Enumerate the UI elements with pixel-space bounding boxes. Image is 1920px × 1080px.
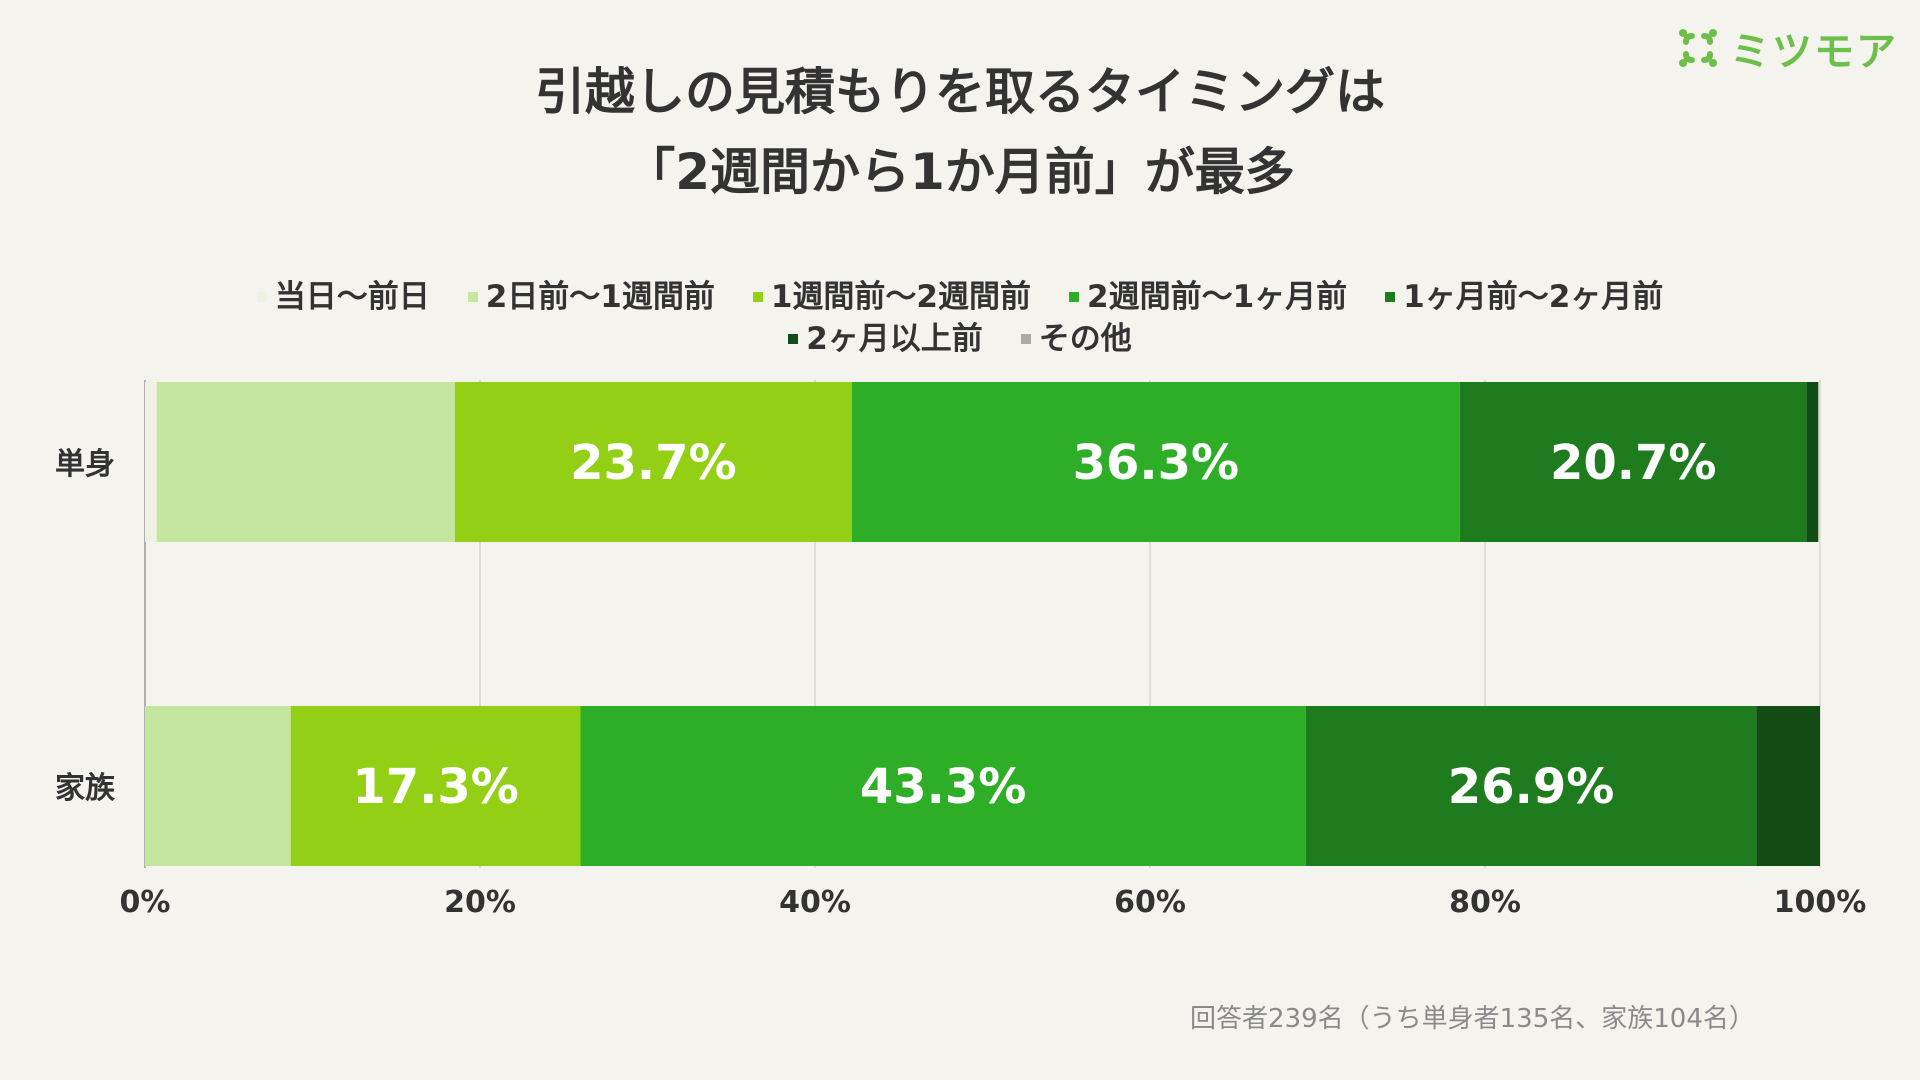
- legend-swatch: [256, 292, 267, 302]
- data-label: 43.3%: [860, 759, 1027, 815]
- bar-segment: [851, 382, 1460, 542]
- bar-segment: [1305, 706, 1757, 866]
- legend-swatch: [788, 334, 799, 344]
- data-label: 26.9%: [1448, 759, 1615, 815]
- legend-item: 2日前〜1週間前: [467, 279, 715, 315]
- legend-swatch: [1069, 292, 1079, 302]
- bar-segment: [1806, 382, 1819, 542]
- chart-title-line1: 引越しの見積もりを取るタイミングは: [535, 63, 1385, 121]
- category-label: 単身: [55, 447, 115, 482]
- legend-item: その他: [1020, 321, 1132, 357]
- legend-label: 2日前〜1週間前: [485, 279, 715, 315]
- bar-segment: [145, 382, 157, 542]
- chart-legend: 当日〜前日 2日前〜1週間前 1週間前〜2週間前 2週間前〜1ヶ月前 1ヶ月前〜2ヶ月前…: [160, 280, 1760, 356]
- legend-label: 当日〜前日: [274, 279, 430, 315]
- brand-logo: ミツモア: [1676, 22, 1898, 75]
- legend-swatch: [1020, 334, 1031, 344]
- legend-item: 2ヶ月以上前: [788, 322, 983, 356]
- bar-segment: [580, 706, 1306, 866]
- mitsumore-logo-icon: [1679, 29, 1717, 67]
- x-tick-label: 20%: [444, 885, 516, 920]
- x-tick-label: 60%: [1114, 885, 1186, 920]
- legend-label: 2週間前〜1ヶ月前: [1087, 279, 1348, 315]
- legend-label: 2ヶ月以上前: [806, 321, 983, 357]
- legend-item: 1週間前〜2週間前: [752, 279, 1031, 315]
- legend-label: その他: [1038, 321, 1132, 357]
- legend-item: 2週間前〜1ヶ月前: [1069, 280, 1347, 314]
- bar-segment: [1756, 706, 1820, 866]
- legend-swatch: [1385, 292, 1396, 302]
- legend-item: 1ヶ月前〜2ヶ月前: [1385, 280, 1663, 314]
- category-label: 家族: [55, 771, 116, 806]
- legend-label: 1週間前〜2週間前: [770, 279, 1031, 315]
- x-tick-label: 40%: [779, 885, 851, 920]
- bar-segment: [145, 706, 291, 866]
- bar-segment: [156, 382, 455, 542]
- bar-segment: [454, 382, 852, 542]
- respondent-footnote: 回答者239名（うち単身者135名、家族104名）: [1190, 1004, 1755, 1034]
- x-tick-label: 80%: [1449, 885, 1521, 920]
- data-label: 36.3%: [1073, 435, 1240, 491]
- legend-swatch: [467, 292, 478, 302]
- brand-logo-text: ミツモア: [1730, 29, 1898, 75]
- x-tick-label: 100%: [1774, 885, 1867, 920]
- data-label: 23.7%: [570, 435, 737, 491]
- chart-title: 引越しの見積もりを取るタイミングは 「2週間から1か月前」が最多: [0, 52, 1920, 212]
- chart-title-line2: 「2週間から1か月前」が最多: [625, 143, 1295, 201]
- legend-swatch: [752, 292, 763, 302]
- legend-item: 当日〜前日: [256, 279, 430, 315]
- bar-segment: [1459, 382, 1807, 542]
- data-label: 17.3%: [352, 759, 519, 815]
- bar-segment: [290, 706, 581, 866]
- data-label: 20.7%: [1550, 435, 1717, 491]
- legend-label: 1ヶ月前〜2ヶ月前: [1403, 279, 1664, 315]
- x-tick-label: 0%: [120, 885, 171, 920]
